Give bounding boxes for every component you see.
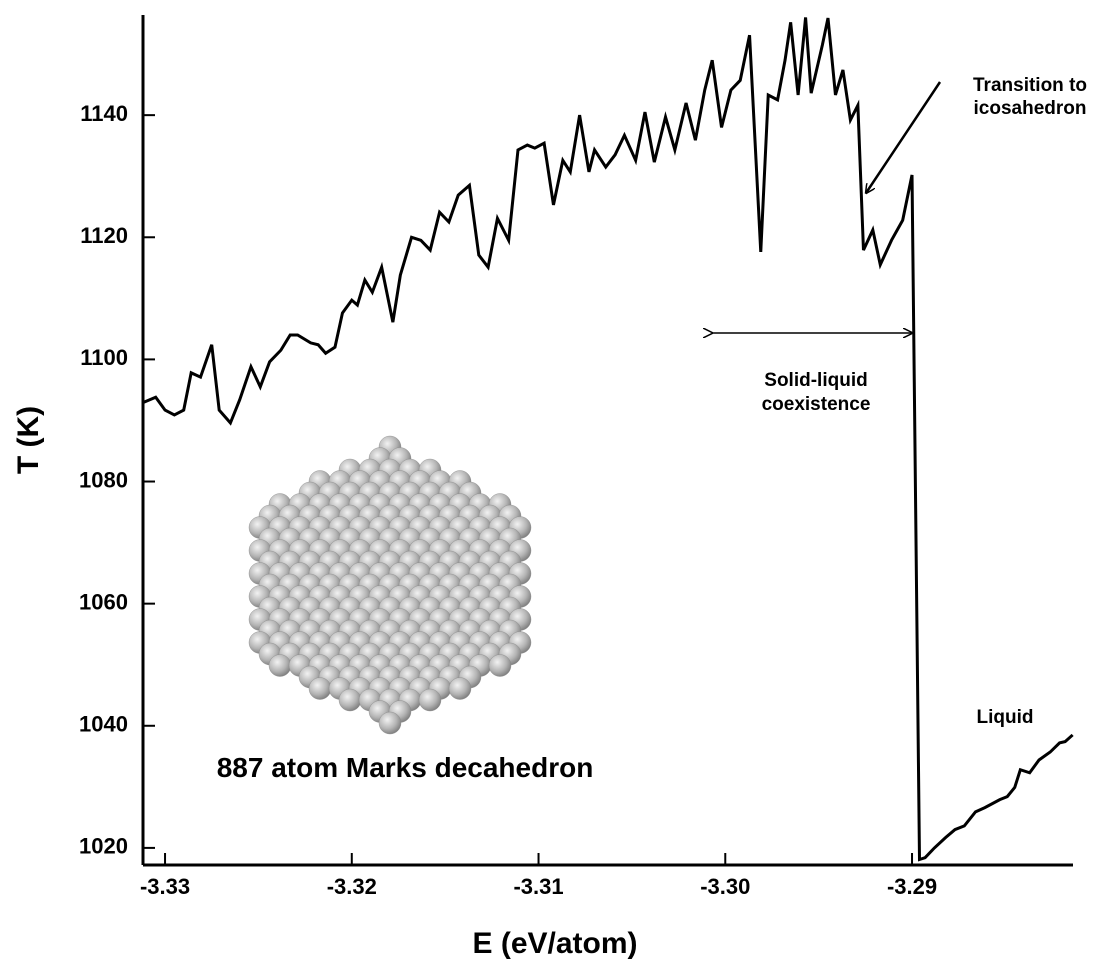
x-tick-label: -3.31 (513, 874, 563, 899)
y-tick-label: 1080 (79, 467, 128, 492)
sphere (418, 688, 442, 712)
annotation: Transition to icosahedron (973, 75, 1087, 119)
sphere (268, 654, 292, 677)
cluster-image (248, 435, 532, 735)
sphere (378, 711, 402, 735)
y-tick-label: 1040 (79, 712, 128, 737)
y-tick-label: 1100 (80, 345, 128, 370)
x-tick-label: -3.29 (887, 874, 937, 899)
x-tick-label: -3.32 (327, 874, 377, 899)
sphere (338, 688, 362, 712)
y-tick-label: 1120 (80, 223, 128, 248)
annotation-arrow (866, 81, 942, 193)
sphere (488, 654, 512, 677)
x-tick-label: -3.33 (140, 874, 190, 899)
annotation: 887 atom Marks decahedron (217, 752, 594, 783)
x-tick-label: -3.30 (700, 874, 750, 899)
y-axis-title: T (K) (12, 406, 45, 474)
y-tick-label: 1140 (80, 101, 128, 126)
y-tick-label: 1020 (79, 834, 128, 859)
sphere (448, 677, 472, 700)
y-tick-label: 1060 (79, 589, 128, 614)
x-axis-title: E (eV/atom) (472, 927, 637, 960)
annotation: Solid-liquid coexistence (762, 370, 871, 415)
data-line (142, 17, 1074, 862)
annotation: Liquid (977, 707, 1034, 728)
sphere (308, 677, 332, 700)
